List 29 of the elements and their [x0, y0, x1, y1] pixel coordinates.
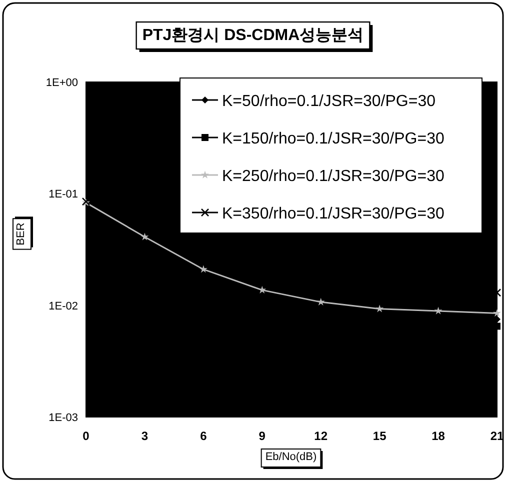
legend-label: K=250/rho=0.1/JSR=30/PG=30 — [222, 168, 444, 185]
xlabel: Eb/No(dB) — [260, 448, 323, 469]
y-tick-label: 1E-01 — [48, 188, 78, 201]
chart-title: PTJ환경시 DS-CDMA성능분석 — [142, 27, 364, 44]
y-axis-title: BER — [15, 222, 27, 246]
x-tick-label: 21 — [490, 429, 504, 443]
y-tick-label: 1E-02 — [48, 300, 78, 312]
y-tick-label: 1E+00 — [46, 77, 78, 89]
x-tick-label: 9 — [258, 429, 266, 443]
x-axis-title: Eb/No(dB) — [265, 451, 317, 463]
y-tick-label: 1E-03 — [48, 412, 78, 424]
legend-label: K=150/rho=0.1/JSR=30/PG=30 — [222, 130, 444, 148]
x-tick-label: 12 — [314, 429, 328, 443]
x-tick-label: 6 — [200, 429, 208, 443]
ylabel: BER — [12, 216, 33, 250]
point — [376, 304, 384, 312]
x-tick-label: 0 — [82, 429, 90, 443]
legend-label: K=50/rho=0.1/JSR=30/PG=30 — [222, 93, 436, 110]
legend-label: K=350/rho=0.1/JSR=30/PG=30 — [222, 206, 444, 222]
point — [434, 306, 442, 314]
point — [493, 309, 501, 317]
point — [316, 298, 325, 306]
x-tick-label: 3 — [141, 429, 148, 443]
point — [140, 232, 149, 240]
point — [258, 286, 266, 294]
x-tick-label: 15 — [372, 429, 387, 443]
point — [199, 265, 208, 273]
x-tick-label: 18 — [432, 429, 446, 443]
title: PTJ환경시 DS-CDMA성능분석 — [136, 21, 373, 52]
